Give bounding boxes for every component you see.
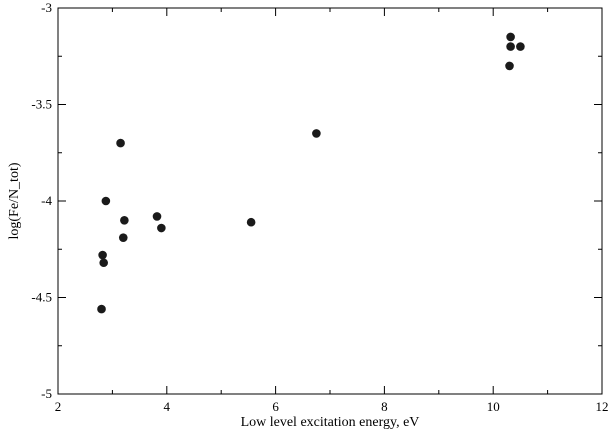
- x-axis-label: Low level excitation energy, eV: [241, 415, 420, 430]
- x-tick-label: 12: [596, 399, 609, 414]
- y-tick-label: -5: [41, 386, 52, 401]
- data-point: [312, 129, 321, 138]
- x-tick-label: 10: [487, 399, 500, 414]
- y-axis-label: log(Fe/N_tot): [7, 162, 22, 239]
- axis-ticks: [57, 7, 603, 395]
- data-point: [118, 233, 128, 242]
- data-point: [157, 223, 166, 233]
- y-tick-label: -3.5: [31, 97, 52, 112]
- data-point: [120, 216, 129, 225]
- y-tick-label: -3: [41, 0, 52, 15]
- y-tick-labels: -5 -4.5 -4 -3.5 -3: [31, 0, 52, 401]
- data-point: [246, 217, 256, 227]
- data-point: [505, 61, 514, 71]
- y-tick-label: -4: [41, 193, 52, 208]
- plot-frame: [57, 7, 603, 395]
- data-point: [516, 42, 525, 51]
- y-tick-label: -4.5: [31, 290, 52, 305]
- x-tick-label: 8: [381, 399, 388, 414]
- data-point: [506, 32, 515, 42]
- x-tick-labels: 2 4 6 8 10 12: [55, 399, 609, 414]
- x-tick-label: 6: [272, 399, 279, 414]
- x-tick-label: 2: [55, 399, 62, 414]
- data-point: [116, 138, 125, 148]
- data-point: [97, 304, 106, 314]
- data-points: [97, 32, 525, 314]
- data-point: [101, 196, 111, 206]
- data-point: [98, 250, 107, 260]
- data-point: [152, 212, 162, 221]
- data-point: [99, 258, 108, 268]
- data-point: [506, 42, 515, 51]
- x-tick-label: 4: [164, 399, 171, 414]
